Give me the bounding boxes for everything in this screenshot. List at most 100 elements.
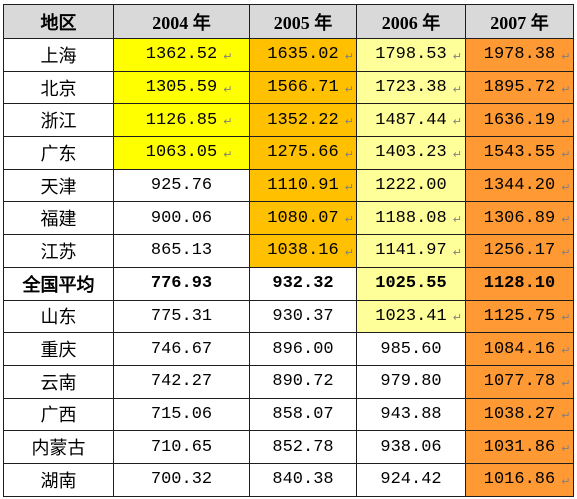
value-text: 858.07 xyxy=(272,404,334,424)
value-cell: 746.67 xyxy=(114,333,249,365)
header-year-cell: 2007 年 xyxy=(466,5,573,38)
value-wrap: 896.00 xyxy=(272,341,333,358)
value-wrap: 1125.75 ↵ xyxy=(483,306,571,326)
header-year-label: 2006 年 xyxy=(381,12,441,33)
data-table: 地区 2004 年 2005 年 2006 年 2007 年 上海 1362.52… xyxy=(3,4,574,497)
region-label: 云南 xyxy=(40,372,77,394)
value-wrap: 746.67 xyxy=(151,341,212,358)
value-text: 1566.71 xyxy=(267,78,339,98)
value-cell: 710.65 xyxy=(114,431,249,463)
value-text: 900.06 xyxy=(150,208,213,228)
value-text: 1016.86 xyxy=(483,470,556,490)
value-text: 1031.86 xyxy=(483,437,556,457)
value-text: 1023.41 xyxy=(375,306,447,326)
value-wrap: 1566.71 ↵ xyxy=(267,78,354,98)
value-cell: 1125.75 ↵ xyxy=(466,300,573,333)
region-cell: 重庆 xyxy=(4,333,113,365)
value-text: 1025.55 xyxy=(375,274,447,294)
header-year-cell: 2004 年 xyxy=(114,5,249,38)
header-year-cell: 2006 年 xyxy=(357,5,465,38)
value-cell: 858.07 xyxy=(250,398,356,431)
value-text: 700.32 xyxy=(150,470,213,490)
value-wrap: 1403.23 ↵ xyxy=(375,143,462,163)
region-label: 天津 xyxy=(40,176,77,198)
header-region-label: 地区 xyxy=(40,12,77,33)
value-cell: 930.37 xyxy=(250,300,356,333)
value-cell: 1543.55 ↵ xyxy=(466,137,573,169)
value-wrap: 1016.86 ↵ xyxy=(483,470,571,490)
value-cell: 1275.66 ↵ xyxy=(250,137,356,169)
value-cell: 1084.16 ↵ xyxy=(466,333,573,365)
value-text: 943.88 xyxy=(380,404,442,424)
value-cell: 700.32 xyxy=(114,463,249,496)
value-text: 1344.20 xyxy=(483,176,556,196)
region-cell: 上海 xyxy=(4,39,113,71)
value-wrap: 1128.10 xyxy=(484,275,555,292)
value-wrap: 900.06 xyxy=(151,210,212,227)
paragraph-mark-icon: ↵ xyxy=(561,49,571,63)
paragraph-mark-icon: ↵ xyxy=(344,82,354,96)
region-cell: 广东 xyxy=(4,137,113,169)
value-text: 1352.22 xyxy=(267,110,339,130)
value-text: 1110.91 xyxy=(267,176,339,196)
value-wrap: 775.31 xyxy=(151,308,212,325)
value-wrap: 1344.20 ↵ xyxy=(483,176,571,196)
value-cell: 979.80 xyxy=(357,365,465,398)
value-wrap: 890.72 xyxy=(272,373,333,390)
region-cell: 内蒙古 xyxy=(4,431,113,463)
region-label: 广东 xyxy=(40,143,77,165)
paragraph-mark-icon: ↵ xyxy=(561,376,571,390)
value-text: 1403.23 xyxy=(375,143,447,163)
paragraph-mark-icon: ↵ xyxy=(452,246,462,260)
region-cell: 广西 xyxy=(4,398,113,431)
region-label: 山东 xyxy=(40,307,77,329)
paragraph-mark-icon: ↵ xyxy=(561,311,571,325)
value-cell: 985.60 xyxy=(357,333,465,365)
value-text: 1126.85 xyxy=(145,110,218,130)
value-text: 1275.66 xyxy=(267,143,339,163)
value-cell: 924.42 xyxy=(357,463,465,496)
region-label: 上海 xyxy=(40,45,77,67)
value-text: 924.42 xyxy=(380,470,442,490)
value-cell: 1110.91 ↵ xyxy=(250,169,356,202)
paragraph-mark-icon: ↵ xyxy=(344,213,354,227)
value-text: 1125.75 xyxy=(483,306,556,326)
paragraph-mark-icon: ↵ xyxy=(344,180,354,194)
value-wrap: 1543.55 ↵ xyxy=(484,144,571,161)
paragraph-mark-icon: ↵ xyxy=(452,148,462,162)
value-cell: 1016.86 ↵ xyxy=(466,463,573,496)
value-wrap: 1110.91 ↵ xyxy=(267,176,354,196)
value-cell: 1188.08 ↵ xyxy=(357,202,465,235)
value-cell: 1895.72 ↵ xyxy=(466,71,573,104)
value-cell: 1978.38 ↵ xyxy=(466,39,573,71)
region-label: 浙江 xyxy=(40,111,77,133)
value-wrap: 1077.78 ↵ xyxy=(484,373,571,390)
value-text: 1306.89 xyxy=(483,208,556,228)
value-wrap: 924.42 xyxy=(380,471,441,488)
value-cell: 1635.02 ↵ xyxy=(250,39,356,71)
value-cell: 925.76 xyxy=(114,169,249,202)
value-wrap: 1305.59 ↵ xyxy=(145,78,233,98)
value-wrap: 1188.08 ↵ xyxy=(375,210,462,227)
value-text: 1305.59 xyxy=(145,78,218,98)
value-wrap: 700.32 xyxy=(151,471,212,488)
region-cell: 天津 xyxy=(4,169,113,202)
value-text: 930.37 xyxy=(272,306,334,326)
paragraph-mark-icon: ↵ xyxy=(561,344,571,358)
value-text: 840.38 xyxy=(272,470,334,490)
value-cell: 1025.55 xyxy=(357,267,465,300)
value-cell: 890.72 xyxy=(250,365,356,398)
value-text: 979.80 xyxy=(380,372,442,392)
region-cell: 山东 xyxy=(4,300,113,333)
paragraph-mark-icon: ↵ xyxy=(344,115,354,129)
value-cell: 1063.05 ↵ xyxy=(114,137,249,169)
region-label: 北京 xyxy=(40,78,77,100)
header-year-label: 2007 年 xyxy=(490,12,549,33)
value-cell: 932.32 xyxy=(250,267,356,300)
value-cell: 865.13 xyxy=(114,235,249,267)
region-label: 广西 xyxy=(40,405,77,427)
value-wrap: 1487.44 ↵ xyxy=(375,112,462,129)
value-wrap: 1256.17 ↵ xyxy=(484,242,571,259)
value-wrap: 943.88 xyxy=(380,406,441,423)
value-wrap: 1352.22 ↵ xyxy=(267,110,354,130)
